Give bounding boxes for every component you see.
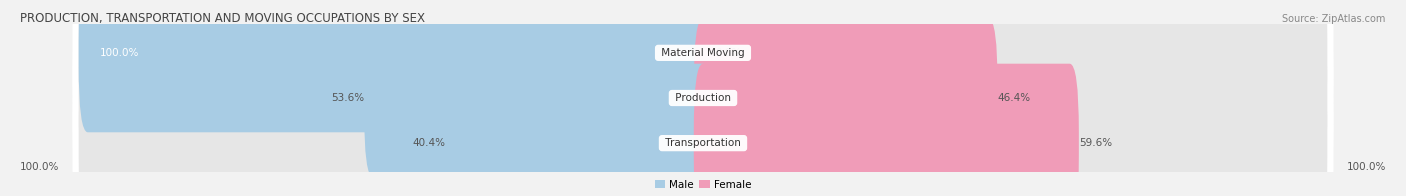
Text: 100.0%: 100.0% [100,48,139,58]
FancyBboxPatch shape [446,64,713,196]
Text: Material Moving: Material Moving [658,48,748,58]
FancyBboxPatch shape [79,0,713,132]
Text: 100.0%: 100.0% [20,162,59,172]
FancyBboxPatch shape [693,19,998,177]
Text: Source: ZipAtlas.com: Source: ZipAtlas.com [1281,14,1385,24]
Text: Transportation: Transportation [662,138,744,148]
FancyBboxPatch shape [73,13,1333,196]
Legend: Male, Female: Male, Female [651,176,755,194]
FancyBboxPatch shape [693,64,1078,196]
Text: 59.6%: 59.6% [1078,138,1112,148]
FancyBboxPatch shape [364,19,713,177]
FancyBboxPatch shape [73,0,1333,183]
Text: PRODUCTION, TRANSPORTATION AND MOVING OCCUPATIONS BY SEX: PRODUCTION, TRANSPORTATION AND MOVING OC… [20,12,425,25]
Text: Production: Production [672,93,734,103]
Text: 53.6%: 53.6% [330,93,364,103]
Text: 0.0%: 0.0% [716,48,741,58]
FancyBboxPatch shape [79,19,1327,177]
FancyBboxPatch shape [79,0,1327,132]
FancyBboxPatch shape [79,64,1327,196]
Text: 40.4%: 40.4% [412,138,446,148]
Text: 46.4%: 46.4% [998,93,1031,103]
FancyBboxPatch shape [73,0,1333,196]
Text: 100.0%: 100.0% [1347,162,1386,172]
